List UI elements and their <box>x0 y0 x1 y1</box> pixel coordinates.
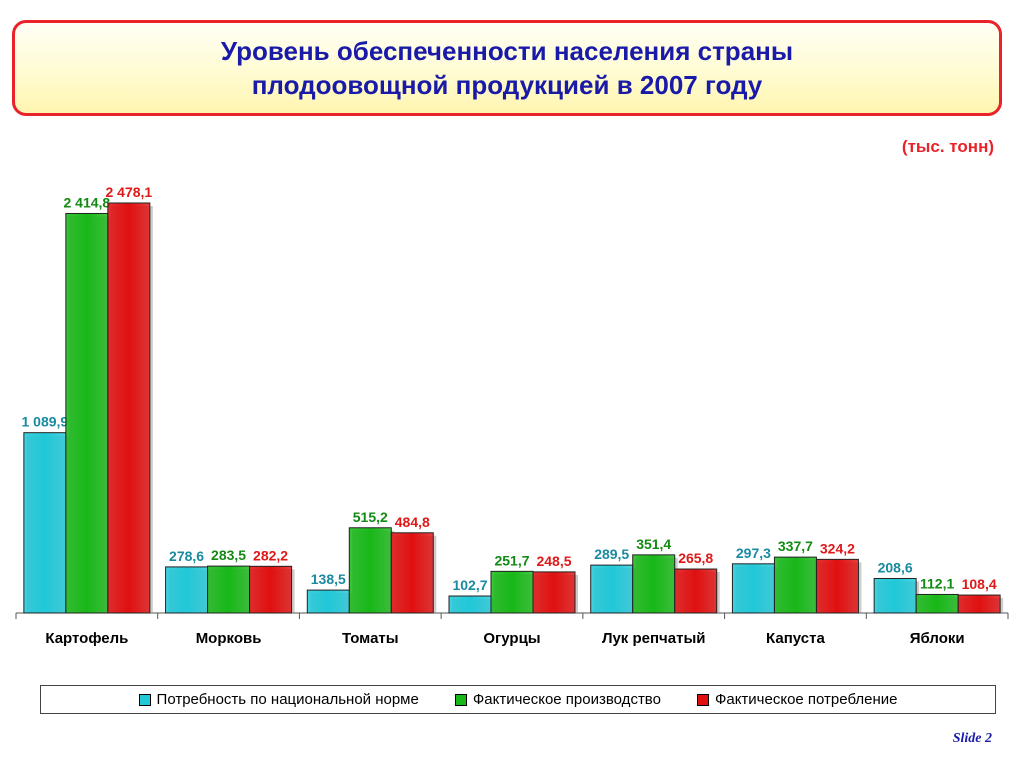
bar-value-label: 108,4 <box>962 576 997 592</box>
category-label: Томаты <box>342 630 399 647</box>
bar-value-label: 1 089,9 <box>21 414 68 430</box>
bar-value-label: 2 478,1 <box>105 184 152 200</box>
legend-label-production: Фактическое производство <box>472 691 661 708</box>
bar-value-label: 289,5 <box>594 546 629 562</box>
bar-value-label: 282,2 <box>253 547 288 563</box>
legend-swatch-production <box>454 693 467 706</box>
bar <box>957 594 1001 614</box>
bar-value-label: 208,6 <box>878 559 913 575</box>
bar <box>815 558 859 614</box>
bar-value-label: 102,7 <box>452 577 487 593</box>
bar <box>448 595 492 614</box>
bar-value-label: 2 414,8 <box>63 194 110 210</box>
legend-label-consumption: Фактическое потребление <box>714 691 898 708</box>
bar-value-label: 112,1 <box>920 575 954 591</box>
bar-value-label: 251,7 <box>494 552 529 568</box>
category-label: Капуста <box>766 630 825 647</box>
bar <box>249 565 293 614</box>
bar-value-label: 248,5 <box>536 553 571 569</box>
bar <box>65 212 109 614</box>
bar <box>873 577 917 614</box>
bar <box>532 571 576 614</box>
bar-value-label: 515,2 <box>353 509 388 525</box>
bar-value-label: 138,5 <box>311 571 346 587</box>
bar-value-label: 337,7 <box>778 538 813 554</box>
category-label: Яблоки <box>910 630 965 647</box>
bar <box>23 432 67 614</box>
bar-value-label: 484,8 <box>395 514 430 530</box>
legend-swatch-norm <box>138 693 151 706</box>
bar <box>165 566 209 614</box>
bar <box>390 532 434 614</box>
category-label: Лук репчатый <box>602 630 706 647</box>
category-label: Морковь <box>196 630 262 647</box>
bar <box>107 202 151 614</box>
legend-label-norm: Потребность по национальной норме <box>156 691 419 708</box>
legend-item-production: Фактическое производство <box>454 691 661 708</box>
chart-legend: Потребность по национальной норме Фактич… <box>40 685 996 714</box>
bar <box>590 564 634 614</box>
bar-value-label: 283,5 <box>211 547 246 563</box>
bar-value-label: 297,3 <box>736 545 771 561</box>
title-box: Уровень обеспеченности населения страны … <box>12 20 1002 116</box>
bar <box>731 563 775 614</box>
bar <box>915 593 959 614</box>
chart-title-line-1: Уровень обеспеченности населения страны <box>220 36 794 66</box>
bar-value-label: 278,6 <box>169 548 204 564</box>
legend-swatch-consumption <box>696 693 709 706</box>
bar-value-label: 351,4 <box>636 536 671 552</box>
bar <box>490 570 534 614</box>
legend-item-consumption: Фактическое потребление <box>696 691 898 708</box>
units-label: (тыс. тонн) <box>901 137 994 156</box>
bar <box>207 565 251 614</box>
chart-title-line-2: плодоовощной продукцией в 2007 году <box>251 70 763 100</box>
slide-number: Slide 2 <box>952 731 992 746</box>
bar <box>632 554 676 614</box>
bar <box>348 527 392 614</box>
bar <box>773 556 817 614</box>
bar-value-label: 324,2 <box>820 540 855 556</box>
bar-value-label: 265,8 <box>678 550 713 566</box>
legend-item-norm: Потребность по национальной норме <box>138 691 419 708</box>
category-label: Огурцы <box>483 630 540 647</box>
bar <box>306 589 350 614</box>
bar <box>674 568 718 614</box>
bar-chart: 1 089,9 2 414,82 478,1 Картофель 278,6 283,5… <box>15 184 1009 647</box>
category-label: Картофель <box>45 630 128 647</box>
